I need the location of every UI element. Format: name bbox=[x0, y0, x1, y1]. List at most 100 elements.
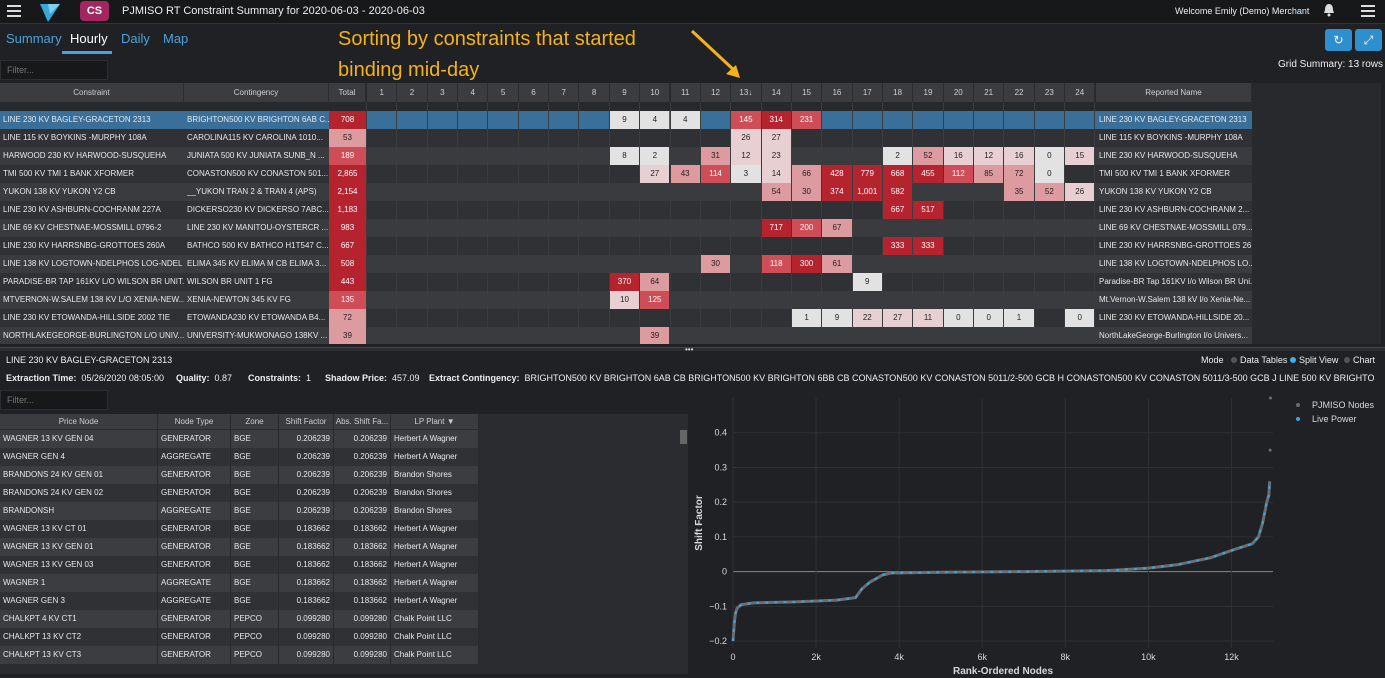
app-badge[interactable]: CS bbox=[80, 1, 109, 21]
col-header-hour[interactable]: 8 bbox=[579, 83, 610, 102]
total-cell: 39 bbox=[329, 327, 366, 344]
grid-separator bbox=[942, 102, 944, 344]
expand-button[interactable]: ⤢ bbox=[1355, 29, 1382, 51]
col-header-contingency[interactable]: Contingency bbox=[184, 83, 329, 102]
grid-filter-input[interactable] bbox=[0, 60, 108, 80]
grid-row[interactable] bbox=[0, 183, 1252, 201]
col-header-abs-shift[interactable]: Abs. Shift Fa... bbox=[334, 414, 391, 429]
nodes-filter-input[interactable] bbox=[0, 390, 108, 410]
grid-row[interactable] bbox=[0, 219, 1252, 237]
table-row[interactable] bbox=[0, 430, 479, 448]
constraint-cell[interactable]: PARADISE-BR TAP 161KV L/O WILSON BR UNIT… bbox=[3, 277, 184, 286]
grid-row[interactable] bbox=[0, 129, 1252, 147]
col-header-hour[interactable]: 17 bbox=[852, 83, 883, 102]
total-cell: 1,183 bbox=[329, 201, 366, 219]
bell-icon[interactable] bbox=[1323, 3, 1335, 17]
col-header-hour[interactable]: 9 bbox=[609, 83, 641, 102]
tab-summary[interactable]: Summary bbox=[6, 31, 62, 46]
table-row[interactable] bbox=[0, 538, 479, 556]
table-row[interactable] bbox=[0, 574, 479, 592]
grid-row[interactable] bbox=[0, 255, 1252, 273]
table-row[interactable] bbox=[0, 610, 479, 628]
table-row[interactable] bbox=[0, 520, 479, 538]
col-header-hour[interactable]: 15 bbox=[791, 83, 823, 102]
drag-grip-icon[interactable]: ••• bbox=[685, 345, 694, 354]
col-header-reported[interactable]: Reported Name bbox=[1096, 83, 1252, 102]
col-header-hour[interactable]: 24 bbox=[1065, 83, 1096, 102]
constraint-cell[interactable]: MTVERNON-W.SALEM 138 KV L/O XENIA-NEW... bbox=[3, 295, 184, 304]
tab-daily[interactable]: Daily bbox=[121, 31, 150, 46]
col-header-hour[interactable]: 12 bbox=[700, 83, 732, 102]
col-header-hour[interactable]: 11 bbox=[670, 83, 701, 102]
col-header-zone[interactable]: Zone bbox=[231, 414, 279, 429]
col-header-shift-factor[interactable]: Shift Factor bbox=[279, 414, 334, 429]
mode-data-tables-label[interactable]: Data Tables bbox=[1240, 355, 1288, 365]
constraint-cell[interactable]: LINE 230 KV BAGLEY-GRACETON 2313 bbox=[3, 115, 151, 124]
table-row[interactable] bbox=[0, 556, 479, 574]
table-row[interactable] bbox=[0, 466, 479, 484]
col-header-hour[interactable]: 2 bbox=[397, 83, 428, 102]
outlier-point bbox=[1269, 396, 1273, 400]
col-header-node-type[interactable]: Node Type bbox=[158, 414, 231, 429]
chevron-down-icon[interactable]: ⌄ bbox=[1296, 4, 1304, 14]
total-cell: 2,865 bbox=[329, 165, 366, 183]
tab-map[interactable]: Map bbox=[163, 31, 189, 46]
constraint-cell[interactable]: HARWOOD 230 KV HARWOOD-SUSQUEHA bbox=[3, 151, 167, 160]
constraint-cell[interactable]: NORTHLAKEGEORGE-BURLINGTON L/O UNIV... bbox=[3, 331, 184, 340]
constraint-cell[interactable]: LINE 115 KV BOYKINS -MURPHY 108A bbox=[3, 133, 147, 142]
constraint-cell[interactable]: LINE 138 KV LOGTOWN-NDELPHOS LOG-NDEL bbox=[3, 259, 183, 268]
hour-cell: 14 bbox=[761, 165, 791, 183]
col-header-hour[interactable]: 1 bbox=[367, 83, 398, 102]
col-header-total[interactable]: Total bbox=[329, 83, 366, 102]
col-header-hour[interactable]: 23 bbox=[1034, 83, 1066, 102]
table-row[interactable] bbox=[0, 628, 479, 646]
hour-cell: 4 bbox=[670, 111, 700, 129]
mode-split-view-label[interactable]: Split View bbox=[1299, 355, 1339, 365]
grid-row[interactable] bbox=[0, 327, 1252, 344]
col-header-hour[interactable]: 20 bbox=[943, 83, 974, 102]
table-scrollbar[interactable] bbox=[680, 430, 687, 444]
constraint-cell[interactable]: LINE 69 KV CHESTNAE-MOSSMILL 0796-2 bbox=[3, 223, 162, 232]
col-header-lp-plant[interactable]: LP Plant ▼ bbox=[391, 414, 479, 429]
pjmiso-nodes-series bbox=[731, 481, 1272, 642]
constraint-cell[interactable]: TMI 500 KV TMI 1 BANK XFORMER bbox=[3, 169, 134, 178]
mode-chart-label[interactable]: Chart bbox=[1353, 355, 1376, 365]
filter-icon[interactable]: ▼ bbox=[444, 417, 455, 426]
price-node-cell: WAGNER 13 KV GEN 01 bbox=[0, 538, 158, 556]
table-row[interactable] bbox=[0, 448, 479, 466]
col-header-constraint[interactable]: Constraint bbox=[0, 83, 184, 102]
col-header-hour[interactable]: 16 bbox=[822, 83, 853, 102]
col-header-hour[interactable]: 4 bbox=[458, 83, 489, 102]
col-header-price-node[interactable]: Price Node bbox=[0, 414, 158, 429]
col-header-hour[interactable]: 19 bbox=[913, 83, 944, 102]
col-header-hour[interactable]: 7 bbox=[549, 83, 580, 102]
grid-separator bbox=[790, 102, 792, 344]
constraint-cell[interactable]: YUKON 138 KV YUKON Y2 CB bbox=[3, 187, 116, 196]
col-header-hour[interactable]: 3 bbox=[427, 83, 459, 102]
col-header-hour[interactable]: 6 bbox=[518, 83, 550, 102]
table-row[interactable] bbox=[0, 592, 479, 610]
col-header-hour[interactable]: 18 bbox=[882, 83, 914, 102]
constraint-cell[interactable]: LINE 230 KV ETOWANDA-HILLSIDE 2002 TIE bbox=[3, 313, 171, 322]
mode-radio-split-view[interactable] bbox=[1290, 357, 1296, 363]
constraint-cell[interactable]: LINE 230 KV ASHBURN-COCHRANM 227A bbox=[3, 205, 161, 214]
refresh-button[interactable]: ↻ bbox=[1325, 29, 1352, 51]
table-row[interactable] bbox=[0, 484, 479, 502]
menu-icon-right[interactable] bbox=[1361, 5, 1375, 17]
col-header-hour[interactable]: 13↓ bbox=[731, 83, 762, 102]
mode-radio-data-tables[interactable] bbox=[1231, 357, 1237, 363]
mode-radio-chart[interactable] bbox=[1344, 357, 1350, 363]
col-header-hour[interactable]: 10 bbox=[640, 83, 671, 102]
lp-plant-cell: Brandon Shores bbox=[391, 484, 479, 502]
col-header-hour[interactable]: 22 bbox=[1004, 83, 1035, 102]
tab-hourly[interactable]: Hourly bbox=[70, 31, 108, 46]
col-header-hour[interactable]: 21 bbox=[974, 83, 1005, 102]
table-row[interactable] bbox=[0, 646, 479, 664]
menu-icon[interactable] bbox=[7, 5, 21, 17]
table-row[interactable] bbox=[0, 502, 479, 520]
col-header-hour[interactable]: 5 bbox=[488, 83, 519, 102]
col-header-hour[interactable]: 14 bbox=[761, 83, 792, 102]
user-welcome[interactable]: Welcome Emily (Demo) Merchant bbox=[1175, 6, 1310, 16]
constraint-cell[interactable]: LINE 230 KV HARRSNBG-GROTTOES 260A bbox=[3, 241, 166, 250]
split-handle[interactable] bbox=[0, 347, 1385, 351]
